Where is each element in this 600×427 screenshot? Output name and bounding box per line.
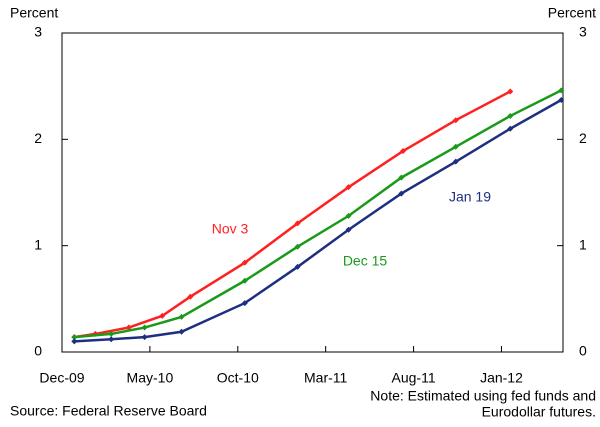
data-point [452, 117, 459, 124]
data-point [452, 143, 459, 150]
y-tick-label: 0 [34, 343, 42, 359]
y-tick-label: 3 [34, 24, 42, 40]
y2-axis-label: Percent [548, 5, 596, 21]
series-line [74, 90, 511, 339]
data-point [507, 88, 514, 95]
data-point [241, 259, 248, 266]
data-point [345, 184, 352, 191]
y-tick-label: 2 [34, 130, 42, 146]
series-line [74, 89, 562, 339]
data-point [141, 334, 148, 341]
data-point [400, 148, 407, 155]
data-point [398, 174, 405, 181]
data-point [71, 338, 78, 345]
data-point [345, 226, 352, 233]
data-point [241, 300, 248, 307]
note: Note: Estimated using fed funds and [370, 388, 596, 404]
x-tick-label: Oct-10 [217, 370, 259, 386]
x-tick-label: Jan-12 [480, 370, 523, 386]
data-point [452, 158, 459, 165]
data-point [398, 190, 405, 197]
x-tick-label: Aug-11 [392, 370, 436, 386]
data-point [178, 313, 185, 320]
data-point [294, 243, 301, 250]
x-tick-label: Dec-09 [39, 370, 84, 386]
source: Source: Federal Reserve Board [10, 403, 207, 419]
data-point [187, 293, 194, 300]
y2-tick-label: 3 [579, 24, 587, 40]
data-point [507, 125, 514, 132]
y-axis-label: Percent [10, 5, 58, 21]
data-point [108, 336, 115, 343]
series-label: Jan 19 [449, 189, 491, 205]
y2-tick-label: 2 [579, 130, 587, 146]
y2-tick-label: 1 [579, 236, 587, 252]
data-point [108, 330, 115, 337]
plot-frame [61, 32, 564, 353]
data-point [558, 96, 565, 103]
data-point [178, 328, 185, 335]
data-point [507, 112, 514, 119]
y2-tick-label: 0 [579, 343, 587, 359]
data-point [71, 334, 78, 341]
data-point [345, 212, 352, 219]
series-label: Dec 15 [343, 253, 388, 269]
note: Eurodollar futures. [482, 404, 596, 420]
series-label: Nov 3 [212, 221, 249, 237]
y-tick-label: 1 [34, 236, 42, 252]
x-tick-label: Mar-11 [304, 370, 348, 386]
data-point [159, 312, 166, 319]
data-point [294, 263, 301, 270]
data-point [141, 324, 148, 331]
data-point [241, 277, 248, 284]
data-point [294, 220, 301, 227]
x-tick-label: May-10 [127, 370, 174, 386]
data-point [558, 87, 565, 94]
series-line [74, 98, 562, 343]
